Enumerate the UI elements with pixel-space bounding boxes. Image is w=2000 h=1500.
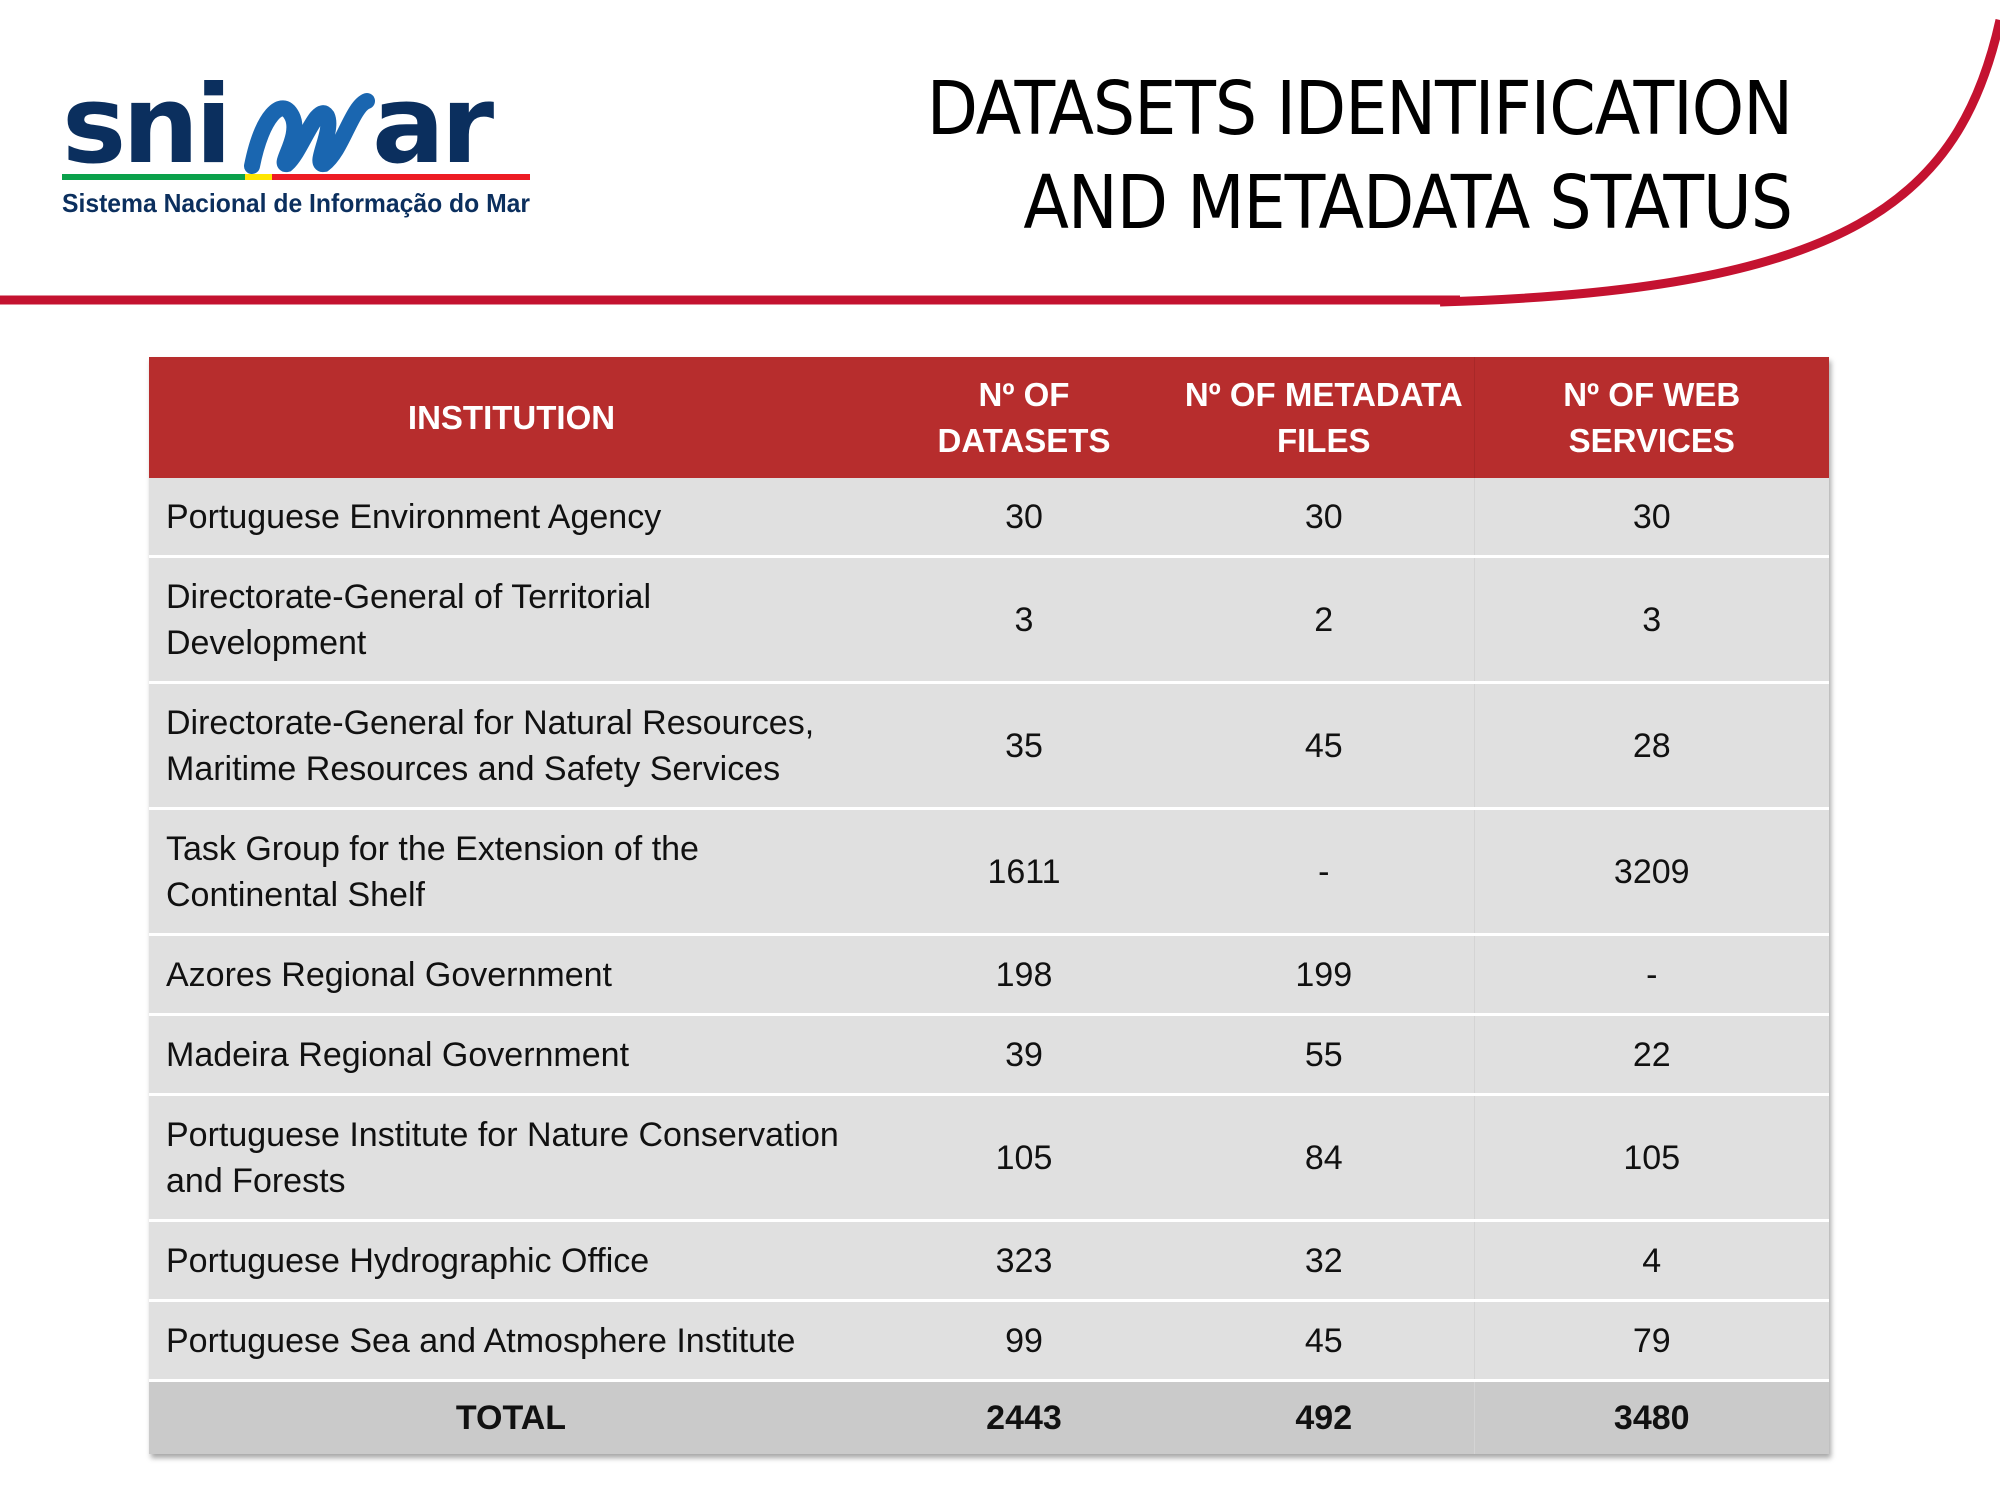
total-web-services: 3480 [1473,1380,1829,1454]
datasets-cell: 35 [874,682,1174,810]
title-line-2: AND METADATA STATUS [1023,160,1793,246]
institution-cell: Portuguese Sea and Atmosphere Institute [149,1300,874,1382]
svg-text:ar: ar [372,63,494,188]
table-row: Portuguese Hydrographic Office 323 32 4 [149,1220,1829,1302]
institution-name-line: Directorate-General for Natural Resource… [166,703,815,742]
datasets-cell: 99 [874,1300,1174,1382]
institution-cell: Azores Regional Government [149,934,874,1016]
institution-cell: Portuguese Hydrographic Office [149,1220,874,1302]
table-header-row: INSTITUTION Nº OF DATASETS Nº OF METADATA… [149,357,1829,478]
red-swoosh-curve [1439,19,2000,307]
web-services-cell: 3 [1473,556,1829,684]
logo-tagline: Sistema Nacional de Informação do Mar [62,188,530,218]
web-services-cell: 4 [1473,1220,1829,1302]
header-datasets: Nº OF DATASETS [874,357,1174,478]
institution-name-line: Development [166,623,367,662]
metadata-cell: - [1174,808,1474,936]
table-row: Task Group for the Extension of the Conti… [149,808,1829,936]
institution-name-line: and Forests [166,1161,346,1200]
header-web-services: Nº OF WEB SERVICES [1473,357,1829,478]
datasets-cell: 39 [874,1014,1174,1096]
institution-name-line: Azores Regional Government [166,955,613,994]
datasets-cell: 3 [874,556,1174,684]
metadata-cell: 30 [1174,478,1474,558]
metadata-cell: 55 [1174,1014,1474,1096]
table-row: Directorate-General of Territorial Develo… [149,556,1829,684]
datasets-cell: 30 [874,478,1174,558]
total-label: TOTAL [149,1380,874,1454]
institution-cell: Directorate-General of Territorial Develo… [149,556,874,684]
institution-name-line: Portuguese Hydrographic Office [166,1241,650,1280]
web-services-cell: - [1473,934,1829,1016]
institution-name-line: Portuguese Institute for Nature Conserva… [166,1115,839,1154]
web-services-cell: 30 [1473,478,1829,558]
table-row: Directorate-General for Natural Resource… [149,682,1829,810]
metadata-cell: 45 [1174,682,1474,810]
institution-cell: Portuguese Environment Agency [149,478,874,558]
institution-cell: Task Group for the Extension of the Conti… [149,808,874,936]
institution-name-line: Directorate-General of Territorial [166,577,651,616]
total-metadata: 492 [1174,1380,1474,1454]
datasets-cell: 198 [874,934,1174,1016]
institution-name-line: Maritime Resources and Safety Services [166,749,781,788]
web-services-cell: 79 [1473,1300,1829,1382]
table-row: Madeira Regional Government 39 55 22 [149,1014,1829,1096]
total-datasets: 2443 [874,1380,1174,1454]
metadata-cell: 199 [1174,934,1474,1016]
datasets-cell: 323 [874,1220,1174,1302]
table-row: Azores Regional Government 198 199- [149,934,1829,1016]
snimar-logo: sni ar Sistema Nacional de Informação do… [62,56,542,226]
metadata-cell: 2 [1174,556,1474,684]
table-row: Portuguese Environment Agency 30 30 30 [149,478,1829,558]
institution-cell: Madeira Regional Government [149,1014,874,1096]
total-row: TOTAL 2443 492 3480 [149,1380,1829,1454]
header-decoration [0,19,2000,307]
institution-name-line: Portuguese Environment Agency [166,497,662,536]
table-row: Portuguese Institute for Nature Conserva… [149,1094,1829,1222]
table-row: Portuguese Sea and Atmosphere Institute 9… [149,1300,1829,1382]
web-services-cell: 28 [1473,682,1829,810]
institution-name-line: Portuguese Sea and Atmosphere Institute [166,1321,796,1360]
datasets-cell: 105 [874,1094,1174,1222]
institution-name-line: Madeira Regional Government [166,1035,630,1074]
institution-name-line: Task Group for the Extension of the [166,829,699,868]
metadata-cell: 84 [1174,1094,1474,1222]
metadata-cell: 45 [1174,1300,1474,1382]
institution-cell: Portuguese Institute for Nature Conserva… [149,1094,874,1222]
datasets-cell: 1611 [874,808,1174,936]
header-metadata: Nº OF METADATA FILES [1174,357,1474,478]
title-line-1: DATASETS IDENTIFICATION [926,66,1793,152]
institution-name-line: Continental Shelf [166,875,425,914]
page-title: DATASETS IDENTIFICATION AND METADATA STA… [926,62,1793,250]
datasets-table: INSTITUTION Nº OF DATASETS Nº OF METADATA… [149,357,1829,1454]
metadata-cell: 32 [1174,1220,1474,1302]
svg-text:sni: sni [62,63,228,188]
institution-cell: Directorate-General for Natural Resource… [149,682,874,810]
header-institution: INSTITUTION [149,357,874,478]
web-services-cell: 3209 [1473,808,1829,936]
web-services-cell: 22 [1473,1014,1829,1096]
web-services-cell: 105 [1473,1094,1829,1222]
